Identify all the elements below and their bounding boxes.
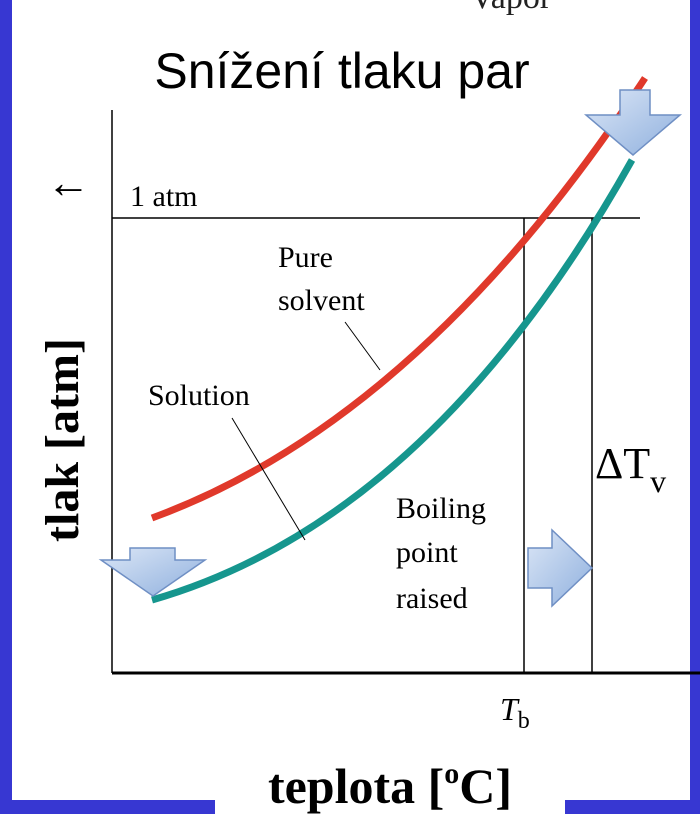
y-axis-arrow: ↑ xyxy=(41,179,90,201)
tb-main: T xyxy=(500,691,520,727)
tb-sub: b xyxy=(518,708,530,734)
reference-label: 1 atm xyxy=(130,180,198,213)
down-arrow xyxy=(98,547,208,597)
delta-main: ΔT xyxy=(595,439,650,488)
curve-label: Solution xyxy=(148,379,250,412)
delta-label: ΔTv xyxy=(595,439,666,499)
right-arrow xyxy=(527,528,594,608)
y-axis-label: tlak [atm] xyxy=(36,338,89,542)
curve-label: solvent xyxy=(278,284,365,317)
pure-solvent-curve xyxy=(150,76,648,522)
leader-line xyxy=(344,321,381,371)
clipped-label: Vapor xyxy=(470,0,552,16)
boiling-label: point xyxy=(396,536,458,569)
boiling-label: raised xyxy=(396,582,468,615)
tb-label: Tb xyxy=(500,691,530,734)
x-axis-label: teplota [oC] xyxy=(268,757,512,814)
background xyxy=(12,0,690,800)
x-label-rest: C] xyxy=(459,758,512,814)
boiling-label: Boiling xyxy=(396,492,486,525)
delta-sub: v xyxy=(650,463,666,499)
solution-curve xyxy=(151,158,636,604)
down-arrow xyxy=(583,89,683,156)
title: Snížení tlaku par xyxy=(154,43,529,99)
x-label-main: teplota [ xyxy=(268,758,444,814)
x-label-sup: o xyxy=(444,757,459,790)
x-label-box xyxy=(215,750,565,814)
curve-label: Pure xyxy=(278,241,333,274)
leader-line xyxy=(231,417,306,541)
